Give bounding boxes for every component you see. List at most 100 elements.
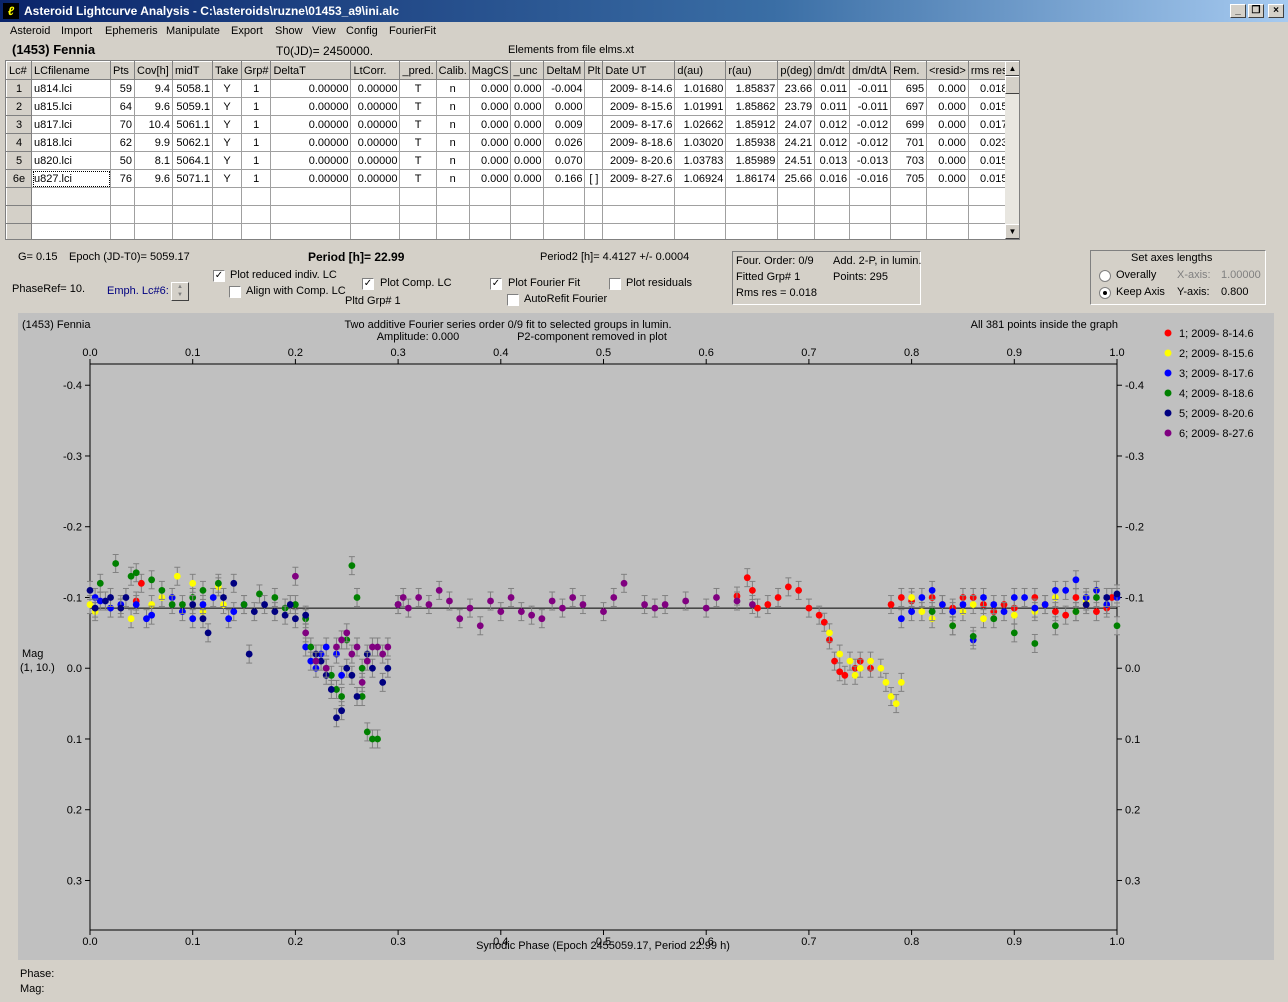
table-cell[interactable]: 0.011 — [814, 79, 851, 98]
menu-asteroid[interactable]: Asteroid — [10, 25, 51, 37]
column-header[interactable]: _pred. — [399, 61, 437, 80]
table-cell[interactable]: Y — [212, 151, 242, 170]
table-cell[interactable]: 64 — [110, 97, 135, 116]
table-cell[interactable] — [814, 205, 851, 224]
table-cell[interactable]: 0.015 — [967, 151, 1011, 170]
table-cell[interactable] — [584, 133, 604, 152]
table-cell[interactable]: 1.01991 — [674, 97, 727, 116]
table-cell[interactable] — [543, 223, 586, 239]
table-cell[interactable] — [350, 205, 401, 224]
table-cell[interactable] — [240, 223, 272, 239]
table-cell[interactable] — [31, 205, 111, 224]
table-cell[interactable]: 0.000 — [468, 79, 512, 98]
table-cell[interactable]: 0.000 — [926, 115, 969, 134]
table-cell[interactable] — [926, 205, 969, 224]
column-header[interactable]: _unc — [510, 61, 545, 80]
table-cell[interactable]: Y — [212, 97, 242, 116]
table-row-empty[interactable] — [6, 223, 1011, 239]
table-cell[interactable]: -0.004 — [543, 79, 586, 98]
table-cell[interactable]: 2009- 8-14.6 — [602, 79, 676, 98]
table-cell[interactable] — [543, 205, 586, 224]
table-cell[interactable] — [674, 223, 727, 239]
table-cell[interactable] — [110, 205, 135, 224]
table-cell[interactable]: 0.00000 — [270, 133, 352, 152]
scroll-up-arrow-icon[interactable]: ▲ — [1005, 61, 1019, 76]
table-cell[interactable] — [110, 187, 135, 206]
table-scrollbar[interactable]: ▲ ▼ — [1005, 61, 1019, 239]
column-header[interactable]: Date UT — [602, 61, 676, 80]
table-cell[interactable]: 0.023 — [967, 133, 1011, 152]
table-cell[interactable] — [31, 187, 111, 206]
table-cell[interactable]: 0.000 — [510, 133, 545, 152]
table-cell[interactable] — [134, 187, 173, 206]
keep-axis-radio[interactable] — [1099, 287, 1111, 299]
column-header[interactable]: LtCorr. — [350, 61, 401, 80]
table-cell[interactable] — [777, 223, 816, 239]
table-cell[interactable]: T — [399, 79, 437, 98]
table-cell[interactable] — [172, 205, 213, 224]
table-cell[interactable]: 0.011 — [814, 97, 851, 116]
table-cell[interactable] — [602, 187, 676, 206]
table-cell[interactable]: 1.85912 — [725, 115, 779, 134]
table-cell[interactable]: 0.000 — [510, 151, 545, 170]
table-cell[interactable] — [926, 187, 969, 206]
table-cell[interactable]: 0.000 — [510, 169, 545, 188]
table-cell[interactable] — [110, 223, 135, 239]
scroll-down-arrow-icon[interactable]: ▼ — [1005, 224, 1019, 239]
table-cell[interactable]: 24.21 — [777, 133, 816, 152]
table-cell[interactable] — [468, 205, 512, 224]
table-cell[interactable]: 0.015 — [967, 169, 1011, 188]
table-cell[interactable] — [350, 223, 401, 239]
table-cell[interactable]: 0.00000 — [350, 115, 401, 134]
table-cell[interactable]: 5059.1 — [172, 97, 213, 116]
table-cell[interactable]: 0.000 — [468, 133, 512, 152]
table-cell[interactable] — [967, 205, 1011, 224]
table-cell[interactable] — [777, 205, 816, 224]
lightcurve-chart[interactable]: (1453) Fennia Two additive Fourier serie… — [18, 313, 1274, 960]
table-cell[interactable]: -0.012 — [849, 133, 892, 152]
table-cell[interactable]: 1 — [240, 133, 272, 152]
table-cell[interactable] — [172, 187, 213, 206]
table-cell[interactable] — [212, 187, 242, 206]
table-cell[interactable]: 0.018 — [967, 79, 1011, 98]
table-cell[interactable]: 1.85837 — [725, 79, 779, 98]
table-cell[interactable]: 1.03783 — [674, 151, 727, 170]
column-header[interactable]: Plt — [584, 61, 604, 80]
table-cell[interactable] — [967, 223, 1011, 239]
table-cell[interactable]: 0.026 — [543, 133, 586, 152]
lightcurve-app-icon[interactable]: ℓ — [3, 3, 19, 19]
table-cell[interactable]: 8.1 — [134, 151, 173, 170]
table-cell[interactable]: 0.00000 — [270, 79, 352, 98]
table-cell[interactable] — [584, 223, 604, 239]
table-cell[interactable]: T — [399, 97, 437, 116]
overally-radio[interactable] — [1099, 270, 1111, 282]
menu-show[interactable]: Show — [275, 25, 303, 37]
table-cell[interactable]: -0.016 — [849, 169, 892, 188]
table-cell[interactable]: 0.000 — [926, 133, 969, 152]
menu-view[interactable]: View — [312, 25, 336, 37]
table-cell[interactable]: 59 — [110, 79, 135, 98]
table-cell[interactable]: 0.00000 — [350, 79, 401, 98]
column-header[interactable]: <resid> — [926, 61, 969, 80]
table-cell[interactable]: n — [435, 97, 470, 116]
table-cell[interactable] — [890, 223, 928, 239]
column-header[interactable]: dm/dtA — [849, 61, 892, 80]
table-cell[interactable]: 0.000 — [926, 169, 969, 188]
table-cell[interactable]: 0.000 — [510, 79, 545, 98]
table-cell[interactable] — [134, 223, 173, 239]
table-cell[interactable] — [967, 187, 1011, 206]
table-cell[interactable]: 1.85862 — [725, 97, 779, 116]
period-field[interactable]: Period [h]= 22.99 — [308, 250, 405, 264]
table-cell[interactable]: 50 — [110, 151, 135, 170]
column-header[interactable]: DeltaT — [270, 61, 352, 80]
close-button[interactable]: × — [1268, 4, 1284, 18]
table-cell[interactable] — [814, 223, 851, 239]
table-cell[interactable] — [584, 205, 604, 224]
table-cell[interactable] — [584, 97, 604, 116]
plot-reduced-checkbox[interactable]: ✓ — [213, 270, 225, 282]
table-cell[interactable] — [725, 205, 779, 224]
table-cell[interactable]: 23.66 — [777, 79, 816, 98]
table-cell[interactable] — [399, 205, 437, 224]
table-cell[interactable]: 1.02662 — [674, 115, 727, 134]
